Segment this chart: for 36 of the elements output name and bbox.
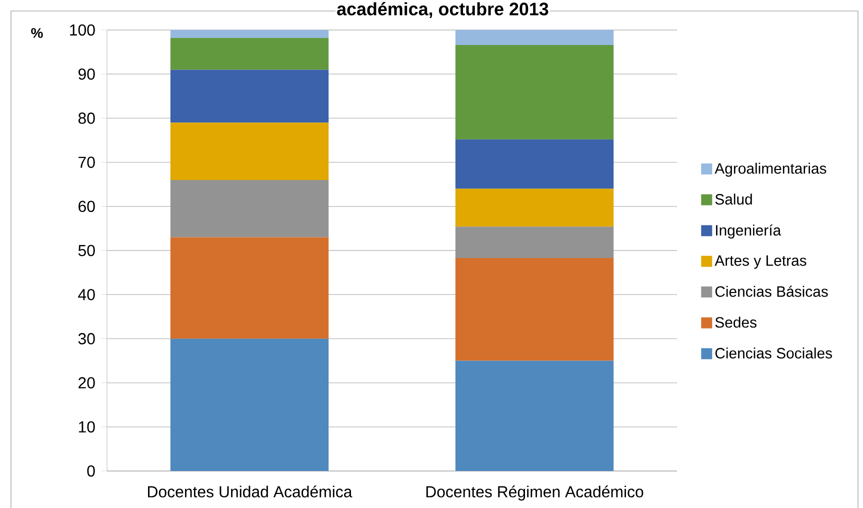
legend-label: Ciencias Sociales	[715, 348, 832, 358]
bar	[455, 360, 614, 471]
bar	[455, 258, 614, 361]
y-tick-label: 100	[70, 24, 95, 36]
bar	[170, 237, 329, 339]
y-tick-label: 30	[78, 333, 95, 344]
legend-label: Agroalimentarias	[714, 162, 826, 177]
bar	[170, 38, 329, 70]
bar	[455, 188, 614, 227]
bar	[170, 180, 329, 238]
y-tick-label: 90	[78, 68, 95, 80]
y-axis-title: %	[31, 28, 43, 38]
y-tick-label: 40	[78, 288, 95, 300]
bar	[455, 139, 614, 189]
legend-label: Salud	[715, 194, 752, 205]
y-tick-label: 60	[78, 200, 95, 212]
bar	[455, 30, 614, 45]
bar	[170, 122, 329, 180]
y-tick-label: 80	[78, 112, 95, 124]
x-tick-label: Docentes Régimen Académico	[426, 486, 644, 501]
bar	[170, 70, 329, 123]
y-tick-label: 50	[78, 244, 95, 256]
legend-label: Ingeniería	[716, 224, 782, 239]
legend-label: Ciencias Básicas	[715, 286, 828, 297]
y-tick-label: 20	[78, 377, 95, 388]
y-tick-label: 0	[87, 465, 95, 477]
chart-title: académica, octubre 2013	[337, 2, 548, 18]
x-tick-label: Docentes Unidad Académica	[148, 486, 352, 498]
legend-label: Sedes	[715, 316, 756, 328]
y-tick-label: 70	[78, 156, 95, 168]
legend-label: Artes y Letras	[714, 255, 806, 269]
bar	[170, 338, 329, 471]
bar	[455, 226, 614, 258]
bar	[170, 30, 329, 38]
y-tick-label: 10	[78, 421, 95, 433]
bar	[455, 44, 614, 140]
